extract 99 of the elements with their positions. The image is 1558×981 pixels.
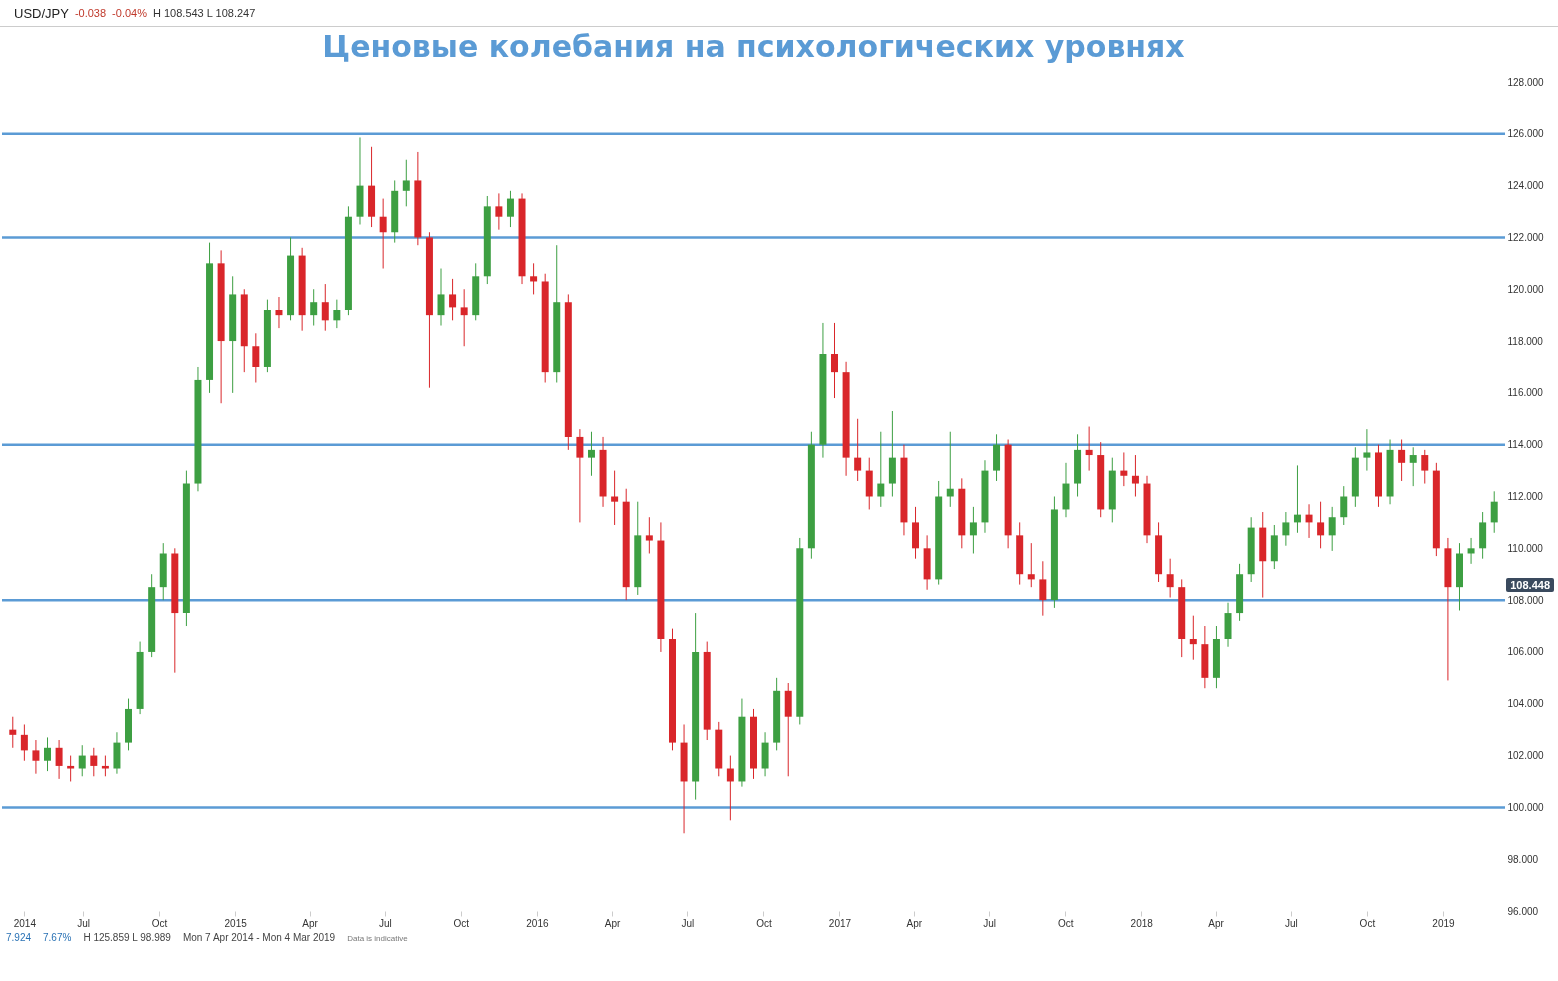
text: 7.924 <box>6 932 32 943</box>
candlestick <box>495 192 503 231</box>
x-tick-label: Apr <box>906 917 923 929</box>
candlestick <box>1467 537 1475 565</box>
x-tick-label: Oct <box>151 917 168 929</box>
candlestick <box>78 744 86 777</box>
x-tick-label: Jul <box>1284 917 1298 929</box>
y-tick-label: 118.000 <box>1507 335 1544 347</box>
candlestick <box>587 431 595 477</box>
candlestick <box>877 431 885 508</box>
x-tick-label: Jul <box>77 917 90 929</box>
x-tick-label: Apr <box>1208 917 1225 929</box>
y-tick-label: 100.000 <box>1507 801 1545 813</box>
text: H 108.543 L 108.247 <box>152 7 256 19</box>
x-tick-label: Apr <box>302 917 319 929</box>
candlestick <box>854 418 862 482</box>
candlestick <box>402 159 410 207</box>
candlestick <box>611 470 619 526</box>
candlestick <box>1085 426 1093 472</box>
candlestick <box>9 716 17 749</box>
y-tick-label: 112.000 <box>1507 491 1544 502</box>
y-tick-label: 114.000 <box>1507 439 1544 451</box>
candlestick <box>379 198 387 270</box>
candlestick <box>1120 451 1128 487</box>
text: -0.04% <box>112 7 147 19</box>
candlestick <box>1363 428 1371 472</box>
x-tick-label: 2018 <box>1130 917 1154 929</box>
y-tick-label: 104.000 <box>1507 698 1545 710</box>
y-tick-label: 108.000 <box>1507 594 1545 606</box>
x-tick-label: 2017 <box>828 917 852 929</box>
candlestick <box>726 755 734 821</box>
text: Data is indicative <box>347 934 408 943</box>
candlestick <box>1027 542 1035 588</box>
candlestick <box>275 296 283 329</box>
candlestick <box>1328 506 1336 552</box>
candlestick <box>1282 511 1290 547</box>
candlestick <box>321 283 329 332</box>
candlestick <box>530 262 538 295</box>
text: H 125.859 L 98.989 <box>83 932 171 943</box>
text: 7.67% <box>43 932 72 943</box>
text: Mon 7 Apr 2014 - Mon 4 Mar 2019 <box>182 932 336 943</box>
x-tick-label: Apr <box>604 917 622 929</box>
y-tick-label: 102.000 <box>1507 750 1545 762</box>
text: 108.448 <box>1506 578 1554 592</box>
candlestick <box>1305 503 1313 539</box>
candlestick <box>55 739 63 780</box>
candlestick <box>1490 490 1498 534</box>
y-tick-label: 96.000 <box>1507 905 1539 917</box>
x-tick-label: Oct <box>756 917 772 929</box>
x-tick-label: 2019 <box>1432 917 1456 929</box>
candlestick <box>252 332 260 384</box>
candlestick <box>333 299 341 329</box>
candlestick <box>1409 446 1417 487</box>
y-tick-label: 110.000 <box>1507 542 1544 554</box>
candlestick <box>1317 501 1325 549</box>
candlestick <box>44 736 52 772</box>
x-tick-label: 2016 <box>526 917 549 929</box>
x-tick-label: Oct <box>1359 917 1376 929</box>
candlestick <box>1039 560 1047 617</box>
candlestick <box>969 506 977 554</box>
y-tick-label: 124.000 <box>1507 180 1545 192</box>
text: USD/JPY <box>14 5 69 21</box>
x-tick-label: Jul <box>983 917 996 929</box>
candlestick <box>1398 439 1406 482</box>
x-tick-label: 2015 <box>224 917 248 929</box>
x-tick-label: Oct <box>1057 917 1074 929</box>
candlestick <box>1131 454 1139 497</box>
candlestick <box>506 190 514 228</box>
x-tick-label: Oct <box>453 917 470 929</box>
y-tick-label: 98.000 <box>1507 853 1539 865</box>
candlestick <box>1340 485 1348 526</box>
candlestick <box>20 723 28 762</box>
candlestick <box>1189 615 1197 661</box>
candlestick <box>460 288 468 347</box>
y-tick-label: 126.000 <box>1507 128 1545 140</box>
candlestick <box>1166 558 1174 599</box>
candlestick <box>1421 449 1429 485</box>
candlestick <box>67 755 75 782</box>
x-tick-label: 2014 <box>13 917 37 929</box>
y-tick-label: 120.000 <box>1507 283 1545 295</box>
candlestick <box>32 739 40 775</box>
x-tick-label: Jul <box>378 917 392 929</box>
candlestick <box>645 516 653 554</box>
y-tick-label: 128.000 <box>1507 76 1545 88</box>
chart-title: Ценовые колебания на психологических уровнях <box>322 29 1185 64</box>
candlestick <box>1293 464 1301 534</box>
x-tick-label: Jul <box>681 917 695 929</box>
candlestick <box>90 747 98 777</box>
candlestick <box>449 278 457 321</box>
candlestick <box>310 288 318 327</box>
candlestick <box>437 268 445 327</box>
candlestick <box>946 431 954 508</box>
y-tick-label: 122.000 <box>1507 231 1545 243</box>
y-tick-label: 116.000 <box>1507 387 1544 399</box>
candlestick <box>576 428 584 523</box>
text: -0.038 <box>74 7 107 19</box>
candlestick <box>831 322 839 399</box>
y-tick-label: 106.000 <box>1507 646 1545 658</box>
candlestick <box>101 755 109 777</box>
